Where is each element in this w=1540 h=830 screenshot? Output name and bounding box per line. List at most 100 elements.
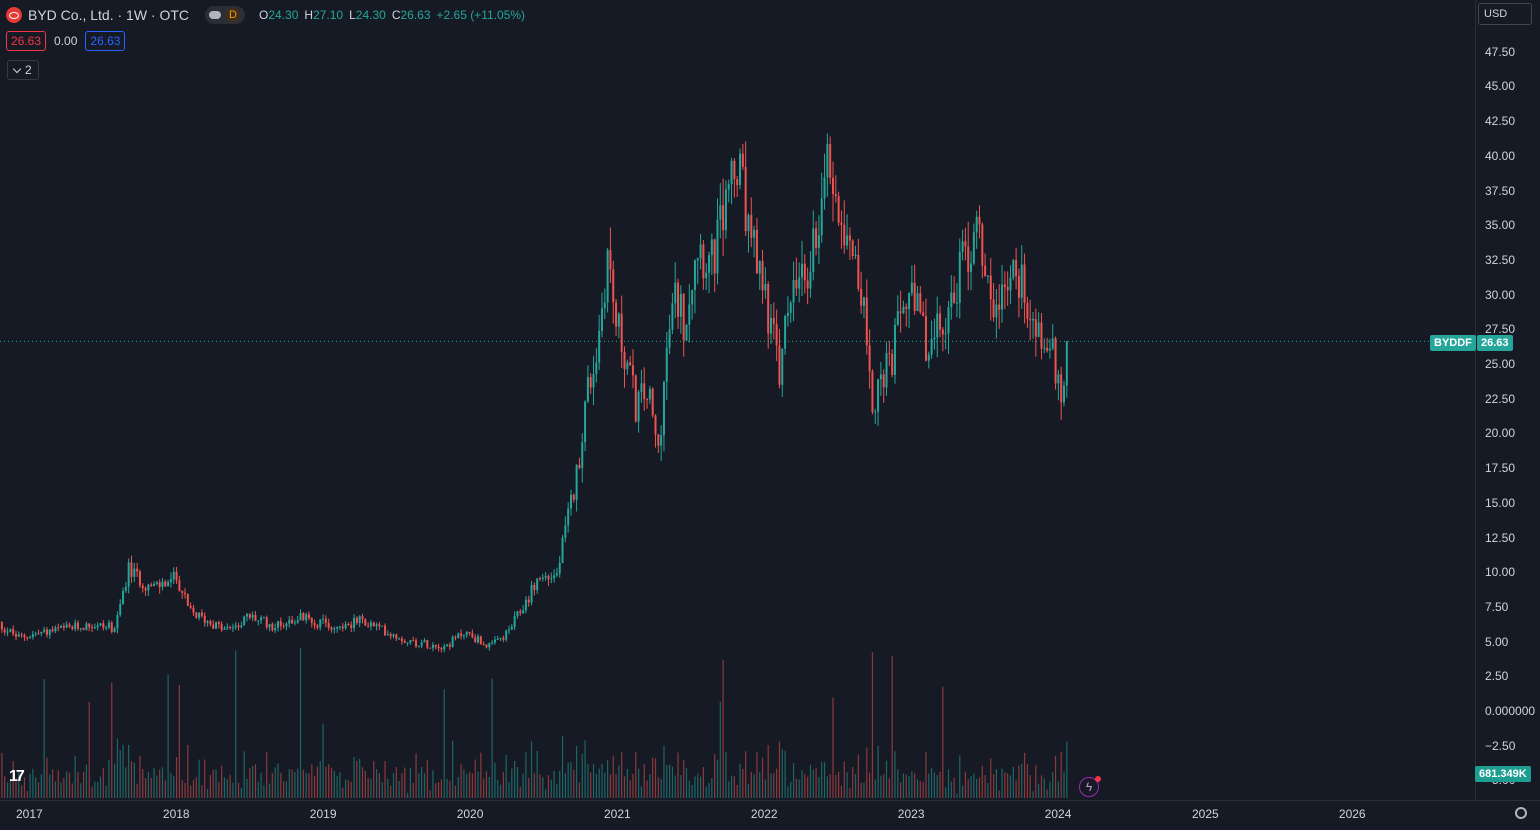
volume-bar xyxy=(314,776,315,798)
volume-bar xyxy=(283,781,284,798)
volume-bar xyxy=(745,751,746,798)
volume-bar xyxy=(985,775,986,798)
volume-bar xyxy=(599,769,600,798)
volume-bar xyxy=(356,761,357,798)
volume-bar xyxy=(69,773,70,798)
sell-price-box[interactable]: 26.63 xyxy=(6,31,46,51)
volume-bar xyxy=(489,777,490,798)
candle-body xyxy=(328,623,330,628)
volume-bar xyxy=(644,764,645,798)
volume-bar xyxy=(300,648,301,798)
candle-body xyxy=(736,179,738,185)
candle-body xyxy=(553,575,555,578)
volume-bar xyxy=(807,777,808,798)
market-status-pill[interactable]: D xyxy=(205,6,245,24)
candle-body xyxy=(331,628,333,630)
candle-body xyxy=(359,616,361,623)
volume-bar xyxy=(948,769,949,798)
candle-body xyxy=(277,621,279,628)
volume-bar xyxy=(539,774,540,798)
volume-bar xyxy=(32,769,33,798)
volume-bar xyxy=(41,774,42,798)
candle-body xyxy=(1024,265,1026,303)
volume-bar xyxy=(725,752,726,798)
candlestick-chart[interactable] xyxy=(0,0,1475,800)
candle-body xyxy=(573,495,575,500)
candle-body xyxy=(94,627,96,628)
volume-bar xyxy=(827,777,828,798)
volume-bar xyxy=(108,760,109,798)
volume-bar xyxy=(244,751,245,798)
indicators-toggle[interactable]: 2 xyxy=(7,60,39,80)
volume-bar xyxy=(897,769,898,798)
gear-icon[interactable] xyxy=(1515,807,1527,819)
candle-body xyxy=(688,304,690,324)
candle-body xyxy=(708,255,710,273)
volume-bar xyxy=(103,768,104,798)
volume-bar xyxy=(328,764,329,798)
volume-bar xyxy=(934,772,935,798)
volume-bar xyxy=(342,788,343,798)
x-tick-label: 2026 xyxy=(1339,807,1366,821)
volume-bar xyxy=(1,753,2,798)
candle-body xyxy=(226,627,228,628)
volume-bar xyxy=(52,769,53,798)
volume-bar xyxy=(438,782,439,798)
volume-bar xyxy=(624,776,625,798)
volume-bar xyxy=(345,780,346,798)
candle-body xyxy=(184,593,186,594)
volume-bar xyxy=(672,767,673,798)
symbol-title[interactable]: BYD Co., Ltd. · 1W · OTC xyxy=(28,7,189,23)
y-tick-label: 2.50 xyxy=(1485,669,1508,683)
volume-bar xyxy=(846,772,847,798)
volume-bar xyxy=(844,762,845,798)
volume-bar xyxy=(128,745,129,798)
candle-body xyxy=(1046,348,1048,351)
volume-bar xyxy=(266,752,267,798)
x-tick-label: 2022 xyxy=(751,807,778,821)
volume-bar xyxy=(525,752,526,798)
volume-bar xyxy=(1013,767,1014,798)
volume-bar xyxy=(306,773,307,798)
volume-bar xyxy=(658,777,659,798)
candle-body xyxy=(618,314,620,327)
candle-body xyxy=(815,228,817,247)
volume-bar xyxy=(779,742,780,798)
candle-body xyxy=(466,632,468,635)
volume-bar xyxy=(576,746,577,798)
currency-selector[interactable]: USD xyxy=(1478,3,1532,25)
candle-body xyxy=(607,250,609,302)
candle-body xyxy=(502,638,504,640)
candle-body xyxy=(767,284,769,334)
candle-body xyxy=(733,161,735,179)
volume-bar xyxy=(269,784,270,798)
candle-body xyxy=(663,382,665,435)
candle-body xyxy=(877,379,879,411)
volume-bar xyxy=(131,761,132,798)
volume-bar xyxy=(286,782,287,798)
volume-bar xyxy=(782,749,783,798)
x-tick-label: 2018 xyxy=(163,807,190,821)
candle-body xyxy=(147,585,149,591)
buy-price-box[interactable]: 26.63 xyxy=(85,31,125,51)
volume-bar xyxy=(528,778,529,798)
candle-body xyxy=(725,189,727,230)
volume-bar xyxy=(224,777,225,798)
volume-bar xyxy=(275,767,276,798)
volume-bar xyxy=(877,746,878,798)
last-price-tag: 26.63 xyxy=(1477,335,1513,351)
candle-body xyxy=(793,280,795,303)
volume-bar xyxy=(291,770,292,798)
lightning-icon[interactable]: ϟ xyxy=(1079,777,1099,797)
candle-body xyxy=(438,647,440,648)
volume-bar xyxy=(759,772,760,798)
candle-body xyxy=(291,620,293,623)
candle-body xyxy=(232,627,234,628)
tradingview-logo[interactable]: 17 xyxy=(9,768,23,786)
candle-body xyxy=(866,298,868,346)
volume-bar xyxy=(1004,772,1005,798)
candle-body xyxy=(395,635,397,639)
candle-body xyxy=(280,621,282,626)
